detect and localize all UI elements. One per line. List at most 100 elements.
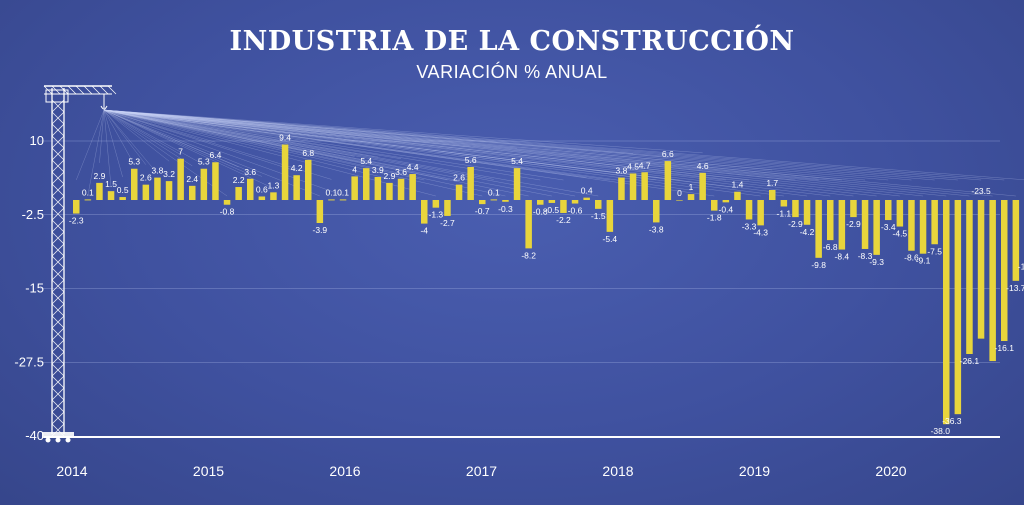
bar: [827, 200, 834, 241]
data-label: 0.1: [488, 187, 500, 197]
data-label: 6.8: [302, 148, 314, 158]
cable-line: [103, 109, 1005, 181]
x-axis: 2014 2015 2016 2017 2018 2019 2020: [56, 463, 906, 479]
bar: [281, 144, 289, 200]
data-label: 4.5: [627, 161, 639, 171]
data-label: 3.9: [372, 165, 384, 175]
data-label: -10.1: [1018, 262, 1024, 272]
data-label: -8.6: [904, 253, 919, 263]
data-label: -2.3: [69, 216, 84, 226]
cable-line: [103, 109, 877, 197]
data-label: -3.3: [742, 221, 757, 231]
x-tick-label: 2017: [466, 463, 497, 479]
bar: [409, 174, 416, 200]
cable-line: [103, 109, 958, 181]
data-label: 4.6: [697, 161, 709, 171]
data-label: -4: [420, 226, 428, 236]
bar: [142, 184, 150, 200]
cable-line: [103, 109, 587, 178]
bar: [977, 200, 985, 339]
cable-line: [103, 109, 204, 165]
bar: [618, 177, 625, 200]
data-label: 1: [689, 182, 694, 192]
bar: [815, 200, 822, 258]
bar: [305, 159, 312, 200]
cable-line: [103, 109, 402, 159]
data-label: -1.1: [777, 208, 792, 218]
cable-line: [103, 109, 193, 167]
data-label: 0.1: [326, 187, 338, 197]
data-label: 4.7: [639, 160, 651, 170]
bar: [583, 197, 590, 200]
cable-line: [103, 109, 866, 181]
data-label: -4.3: [753, 227, 768, 237]
bar: [247, 178, 254, 200]
data-label: 0.1: [82, 187, 94, 197]
y-tick-label: -40: [25, 428, 44, 443]
cable-line: [103, 109, 309, 141]
data-label: -3.4: [881, 222, 896, 232]
cable-line: [103, 109, 645, 169]
bar: [861, 200, 869, 249]
cable-line: [103, 109, 703, 154]
bar: [896, 200, 904, 227]
bar: [73, 200, 80, 214]
cable-line: [103, 109, 135, 165]
cable-line: [103, 109, 854, 197]
cable-line: [103, 109, 425, 181]
bar: [769, 189, 776, 200]
bar: [444, 200, 451, 216]
data-label: 0: [677, 188, 682, 198]
bar: [189, 185, 196, 200]
cable-line: [103, 109, 831, 197]
cable-line: [103, 109, 262, 177]
data-label: 5.6: [465, 155, 477, 165]
bar: [908, 200, 915, 251]
cable-line: [103, 109, 773, 171]
x-tick-label: 2018: [602, 463, 633, 479]
chart-subtitle: VARIACIÓN % ANUAL: [416, 62, 608, 82]
cable-line: [103, 109, 692, 191]
data-label: -4.2: [800, 227, 815, 237]
x-tick-label: 2019: [739, 463, 770, 479]
cable-line: [103, 109, 842, 181]
bar: [838, 200, 846, 250]
cable-line: [103, 109, 900, 197]
bar: [479, 200, 486, 205]
bar: [954, 200, 962, 415]
bar: [131, 168, 138, 200]
bar: [676, 200, 683, 201]
cable-line: [103, 109, 1016, 197]
cable-line: [103, 109, 147, 165]
bar: [919, 200, 927, 254]
cable-line: [103, 109, 297, 172]
data-label: -16.1: [995, 343, 1015, 353]
bar: [757, 200, 764, 226]
bar: [328, 199, 335, 201]
x-tick-label: 2015: [193, 463, 224, 479]
y-tick-label: -27.5: [14, 354, 44, 369]
data-label: -8.2: [521, 250, 536, 260]
data-label: -0.4: [719, 204, 734, 214]
cable-line: [103, 109, 181, 155]
cable-line: [103, 109, 715, 197]
bar: [803, 200, 811, 225]
x-tick-label: 2020: [875, 463, 906, 479]
bar: [467, 166, 474, 200]
bar: [745, 200, 753, 220]
bar: [560, 200, 567, 213]
cable-line: [103, 109, 506, 197]
cable-line: [103, 109, 390, 180]
cable-line: [103, 109, 112, 188]
cable-line: [103, 109, 993, 197]
data-label: -3.9: [313, 225, 328, 235]
bar: [339, 199, 347, 201]
cable-line: [103, 109, 286, 125]
data-label: 3.8: [616, 166, 628, 176]
bar: [223, 200, 231, 205]
data-label: -9.1: [916, 256, 931, 266]
data-label: 2.2: [233, 175, 245, 185]
data-label: 6.4: [210, 150, 222, 160]
data-label: 1.5: [105, 179, 117, 189]
